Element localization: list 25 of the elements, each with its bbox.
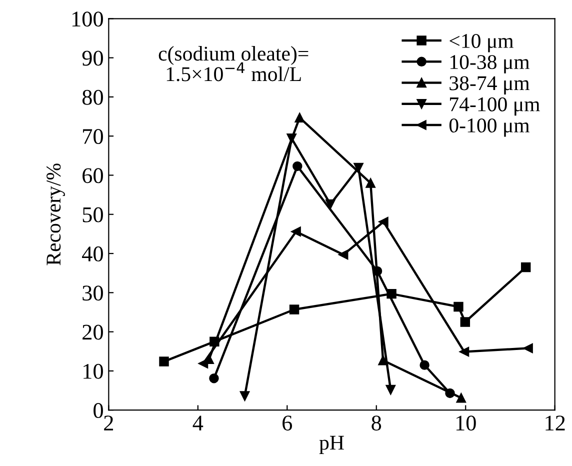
y-tick-label: 0	[94, 403, 103, 418]
y-tick-label: 100	[72, 12, 103, 27]
legend-label: 0-100 μm	[449, 118, 530, 137]
y-axis-title: Recovery/%	[46, 164, 65, 266]
y-tick-label: 60	[82, 168, 103, 184]
y-tick-label: 50	[82, 207, 103, 222]
x-tick-label: 8	[372, 416, 382, 431]
y-tick-label: 30	[82, 286, 103, 301]
y-tick-label: 80	[82, 90, 103, 105]
x-tick-label: 4	[192, 416, 204, 430]
x-tick-label: 2	[104, 416, 114, 430]
legend-label: 74-100 μm	[450, 97, 540, 116]
x-axis-title: pH	[319, 436, 344, 454]
legend-label: 10-38 μm	[450, 55, 530, 74]
annotation: c(sodium oleate)= 1.5×10$^{−4}$ mol/L	[158, 46, 308, 82]
x-tick-label: 12	[546, 416, 565, 430]
y-tick-label: 20	[82, 324, 103, 340]
y-tick-label: 70	[83, 129, 103, 144]
legend-label: <10 μm	[450, 34, 514, 52]
legend-label: 38-74 μm	[450, 76, 530, 95]
y-tick-label: 10	[84, 364, 103, 379]
y-tick-label: 90	[82, 50, 103, 66]
x-tick-label: 6	[282, 416, 292, 431]
y-tick-label: 40	[82, 246, 103, 262]
x-tick-label: 10	[456, 416, 476, 431]
